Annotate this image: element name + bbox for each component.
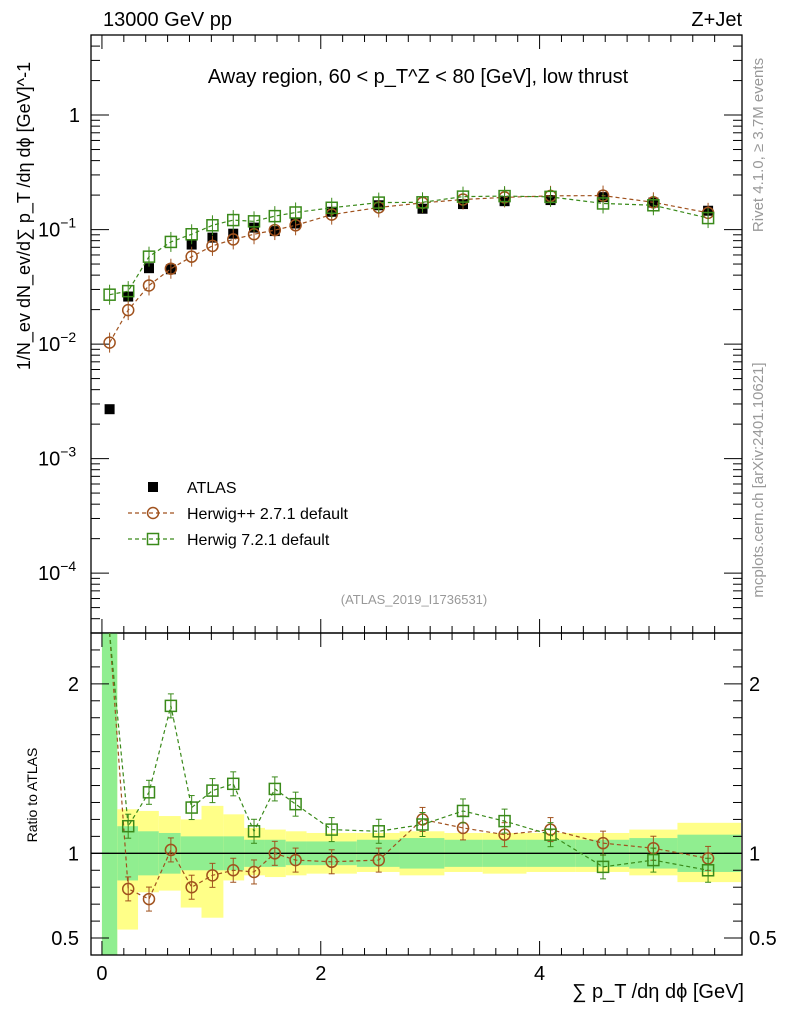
ratio-y-tick-label: 1 — [68, 843, 79, 865]
y-tick-label: 10−4 — [38, 558, 76, 585]
legend-marker-herwigpp — [146, 506, 160, 520]
plot-title: Away region, 60 < p_T^Z < 80 [GeV], low … — [208, 66, 629, 88]
herwigpp-ratio-point — [226, 864, 240, 877]
legend-marker-herwig7 — [146, 532, 160, 546]
herwig7-ratio-point — [416, 818, 429, 831]
herwig7-point — [596, 197, 610, 210]
herwigpp-ratio-point — [247, 865, 261, 879]
legend-marker-atlas — [148, 482, 158, 492]
herwig7-point — [372, 196, 386, 209]
herwig7-point — [498, 189, 511, 203]
herwigpp-point — [185, 250, 198, 263]
y-axis-label: 1/N_ev dN_ev/d∑ p_T /dη dϕ [GeV]^-1 — [14, 62, 35, 370]
main-plot-panel: Away region, 60 < p_T^Z < 80 [GeV], low … — [38, 34, 743, 634]
herwig7-point — [647, 199, 660, 212]
mcplots-label: mcplots.cern.ch [arXiv:2401.10621] — [750, 362, 767, 597]
legend-label-herwigpp: Herwig++ 2.7.1 default — [187, 506, 349, 523]
rivet-label: Rivet 4.1.0, ≥ 3.7M events — [750, 58, 767, 232]
ratio-y-tick-label: 0.5 — [51, 928, 79, 950]
ratio-y-axis-label: Ratio to ATLAS — [24, 748, 40, 843]
herwig7-point — [325, 201, 338, 215]
herwig7-ratio-point — [372, 825, 386, 838]
ratio-y-tick-label: 2 — [68, 674, 79, 696]
herwig7-point — [164, 235, 178, 249]
herwig7-point — [456, 190, 470, 203]
herwig7-ratio-point — [544, 828, 557, 841]
herwig7-point — [268, 209, 282, 223]
herwigpp-point — [164, 262, 178, 275]
herwig7-point — [701, 211, 715, 225]
ratio-plot-panel: 0.5 0.5 1 1 2 2 — [51, 632, 777, 956]
herwig7-ratio-point — [247, 825, 261, 838]
x-axis-label: ∑ p_T /dη dϕ [GeV] — [572, 981, 744, 1003]
x-tick-label: 4 — [534, 963, 545, 985]
herwig7-ratio-point — [701, 864, 715, 877]
herwigpp-ratio-point — [121, 882, 135, 896]
y-tick-label: 10−3 — [38, 444, 76, 471]
header-left: 13000 GeV pp — [103, 9, 232, 31]
herwig7-ratio-point — [268, 782, 282, 796]
y-tick-label: 10−1 — [38, 215, 76, 242]
herwig7-ratio-point — [226, 777, 240, 791]
herwig7-point — [416, 196, 429, 209]
herwigpp-ratio-point — [164, 843, 178, 857]
herwigpp-ratio-point — [289, 853, 302, 867]
herwigpp-ratio-point — [268, 847, 282, 860]
herwig7-ratio-point — [206, 784, 219, 797]
herwig7-point — [121, 284, 135, 298]
herwigpp-point — [121, 303, 135, 317]
legend-label-herwig7: Herwig 7.2.1 default — [187, 532, 330, 549]
herwig7-ratio-point — [325, 823, 338, 836]
herwigpp-point — [226, 233, 240, 246]
y-tick-label: 1 — [69, 105, 80, 127]
x-tick-label: 0 — [96, 963, 107, 985]
legend: ATLAS Herwig++ 2.7.1 default Herwig 7.2.1 … — [128, 480, 349, 549]
herwig7-ratio-point — [142, 786, 156, 799]
herwigpp-line — [109, 194, 709, 343]
herwigpp-ratio-point — [206, 869, 219, 882]
herwig7-point — [103, 288, 116, 301]
atlas-point — [143, 263, 154, 274]
herwigpp-ratio-point — [185, 880, 198, 894]
herwig7-ratio-point — [647, 853, 660, 867]
ratio-y-tick-label-right: 2 — [749, 674, 760, 696]
herwig7-point — [226, 213, 240, 227]
legend-label-atlas: ATLAS — [187, 480, 237, 497]
herwigpp-ratio-point — [325, 855, 338, 869]
atlas-point — [186, 239, 197, 250]
herwig7-point — [289, 206, 302, 219]
ratio-y-tick-label-right: 0.5 — [749, 928, 777, 950]
herwig7-ratio-point — [596, 860, 610, 874]
herwig7-point — [247, 215, 261, 228]
herwigpp-point — [206, 239, 219, 253]
ratio-y-tick-label-right: 1 — [749, 843, 760, 865]
herwig7-ratio-point — [185, 801, 198, 814]
y-tick-label: 10−2 — [38, 329, 76, 356]
herwigpp-ratio-point — [372, 853, 386, 867]
herwig7-point — [142, 250, 156, 263]
atlas-point — [104, 404, 115, 415]
herwigpp-point — [142, 279, 156, 292]
header-right: Z+Jet — [691, 9, 742, 31]
ratio-band-inner — [101, 633, 118, 955]
herwig7-point — [185, 228, 198, 241]
ratio-plot-frame — [90, 632, 743, 956]
herwig7-ratio-point — [164, 699, 178, 713]
herwigpp-ratio-point — [142, 892, 156, 906]
x-tick-label: 2 — [315, 963, 326, 985]
herwigpp-ratio-point — [596, 836, 610, 850]
herwig7-ratio-point — [121, 819, 135, 833]
herwig7-point — [544, 190, 557, 204]
herwig7-line — [109, 195, 709, 296]
analysis-label: (ATLAS_2019_I1736531) — [341, 592, 487, 607]
herwig7-ratio-point — [289, 797, 302, 811]
herwig7-point — [206, 219, 219, 232]
herwig7-ratio-point — [498, 814, 511, 828]
herwigpp-point — [103, 336, 116, 349]
herwig7-ratio-point — [456, 804, 470, 818]
